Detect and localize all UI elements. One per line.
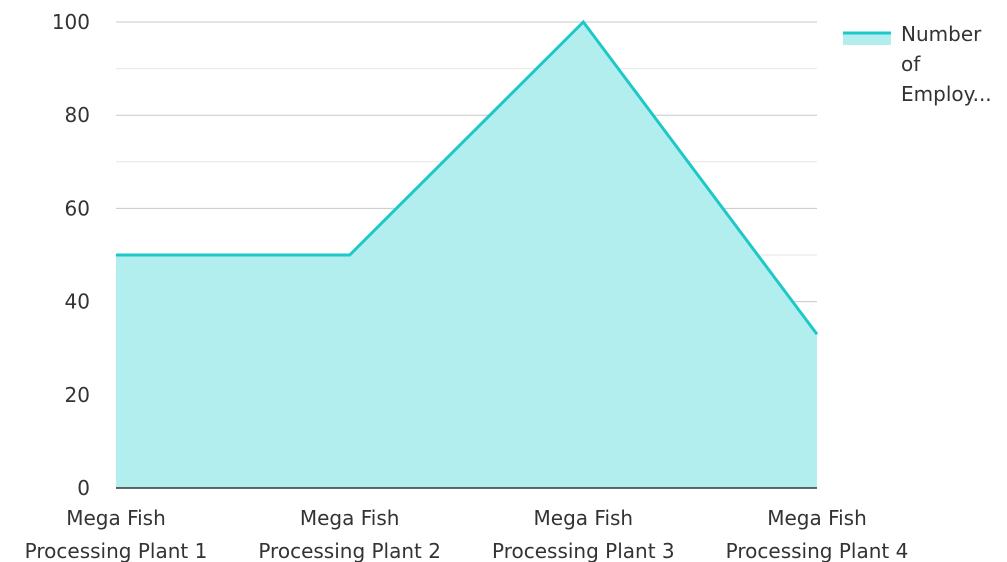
x-tick-label: Mega Fish Processing Plant 4 bbox=[726, 506, 909, 562]
y-axis-tick-labels: 0 20 40 60 80 100 bbox=[52, 10, 90, 500]
x-tick-label-line: Mega Fish bbox=[534, 506, 634, 530]
series-area bbox=[115, 19, 819, 488]
legend-swatch-fill bbox=[843, 33, 891, 45]
x-tick-label-line: Mega Fish bbox=[767, 506, 867, 530]
x-tick-label: Mega Fish Processing Plant 1 bbox=[25, 506, 208, 562]
legend-label-line: of bbox=[901, 52, 921, 76]
x-axis-tick-labels: Mega Fish Processing Plant 1 Mega Fish Proc… bbox=[25, 506, 909, 562]
series-area-fill bbox=[116, 22, 817, 488]
x-tick-label-line: Processing Plant 1 bbox=[25, 539, 208, 562]
legend-swatch bbox=[843, 31, 891, 45]
x-tick-label-line: Processing Plant 4 bbox=[726, 539, 909, 562]
series-line bbox=[116, 19, 819, 336]
legend-label-line: Number bbox=[901, 22, 982, 46]
y-tick-label: 0 bbox=[77, 476, 90, 500]
y-tick-label: 60 bbox=[65, 196, 90, 220]
legend: Number of Employ... bbox=[843, 22, 992, 106]
x-tick-label-line: Mega Fish bbox=[66, 506, 166, 530]
y-tick-label: 40 bbox=[65, 290, 90, 314]
legend-label-line: Employ... bbox=[901, 82, 992, 106]
y-tick-label: 100 bbox=[52, 10, 90, 34]
y-tick-label: 20 bbox=[65, 383, 90, 407]
x-tick-label-line: Processing Plant 2 bbox=[258, 539, 441, 562]
y-tick-label: 80 bbox=[65, 103, 90, 127]
x-tick-label-line: Mega Fish bbox=[300, 506, 400, 530]
x-tick-label: Mega Fish Processing Plant 3 bbox=[492, 506, 675, 562]
x-tick-label-line: Processing Plant 3 bbox=[492, 539, 675, 562]
x-tick-label: Mega Fish Processing Plant 2 bbox=[258, 506, 441, 562]
